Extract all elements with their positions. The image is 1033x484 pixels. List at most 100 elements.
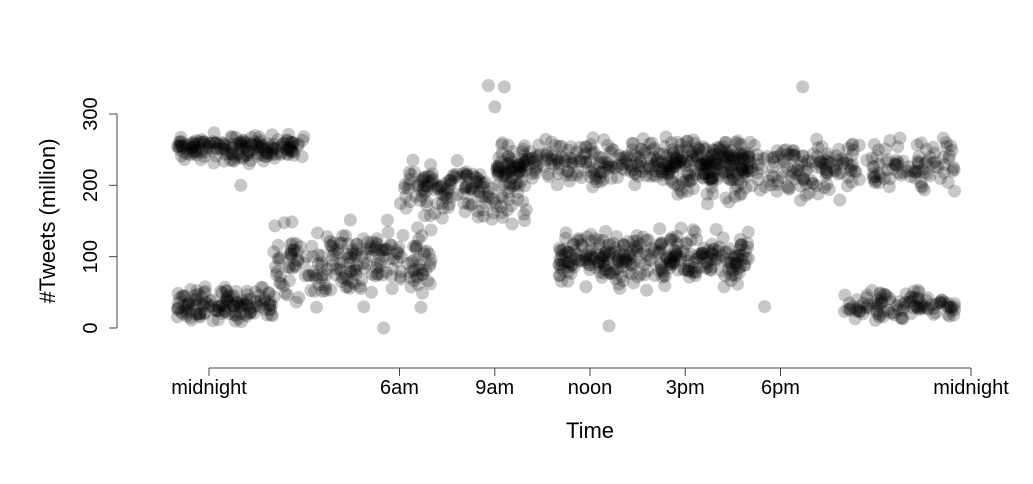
data-point xyxy=(610,170,624,184)
data-point xyxy=(919,294,933,307)
data-point xyxy=(653,222,667,236)
data-point xyxy=(910,164,924,178)
data-point xyxy=(583,170,597,184)
data-point xyxy=(434,180,448,194)
data-point xyxy=(552,258,566,272)
data-point xyxy=(588,172,602,186)
data-point xyxy=(849,304,863,318)
data-point xyxy=(501,150,515,164)
data-point xyxy=(521,153,535,167)
data-point xyxy=(616,151,630,164)
data-point xyxy=(394,270,408,284)
data-point xyxy=(199,296,212,309)
data-point xyxy=(699,256,713,270)
data-point xyxy=(664,232,678,246)
data-point xyxy=(335,275,348,288)
data-point xyxy=(542,152,556,165)
data-point xyxy=(705,173,719,187)
data-point xyxy=(731,250,745,264)
data-point xyxy=(649,159,663,173)
data-point xyxy=(911,301,925,315)
data-point xyxy=(231,141,245,155)
data-point xyxy=(332,246,345,260)
data-point xyxy=(933,295,947,309)
data-point xyxy=(788,149,802,163)
data-point xyxy=(733,248,747,262)
data-point xyxy=(589,169,603,183)
data-point xyxy=(705,175,719,189)
data-point xyxy=(175,289,189,303)
data-point xyxy=(735,237,749,251)
data-point xyxy=(402,177,416,191)
data-point xyxy=(671,179,685,193)
data-point xyxy=(888,158,902,172)
data-point xyxy=(728,190,742,204)
data-point xyxy=(791,163,804,177)
data-point xyxy=(550,178,564,192)
data-point xyxy=(877,287,891,301)
data-point xyxy=(754,162,768,176)
data-point xyxy=(673,160,687,174)
data-point xyxy=(407,274,421,288)
data-point xyxy=(767,155,781,169)
data-point xyxy=(189,307,203,321)
data-point xyxy=(197,306,211,320)
data-point xyxy=(836,154,850,168)
data-point xyxy=(616,255,630,269)
data-point xyxy=(491,178,505,192)
data-point xyxy=(373,243,387,257)
data-point xyxy=(416,172,430,186)
data-point xyxy=(630,241,644,255)
data-point xyxy=(403,195,417,209)
data-point xyxy=(834,166,848,180)
data-point xyxy=(189,146,203,159)
data-point xyxy=(348,262,362,276)
data-point xyxy=(499,169,513,183)
data-point xyxy=(212,300,226,314)
data-point xyxy=(258,150,272,164)
data-point xyxy=(903,290,917,304)
data-point xyxy=(442,174,456,188)
data-point xyxy=(512,158,526,172)
data-point xyxy=(579,248,593,262)
data-point xyxy=(579,250,593,264)
data-point xyxy=(806,177,820,191)
data-point xyxy=(702,243,716,257)
data-point xyxy=(490,160,504,174)
data-point xyxy=(242,145,256,159)
data-point xyxy=(555,248,569,262)
data-point xyxy=(739,251,753,265)
data-point xyxy=(916,180,929,194)
data-point xyxy=(250,146,264,160)
data-point xyxy=(171,301,185,315)
data-point xyxy=(709,161,723,175)
data-point xyxy=(561,255,575,269)
data-point xyxy=(240,148,254,162)
data-point xyxy=(712,244,725,258)
data-point xyxy=(193,296,207,310)
data-point xyxy=(561,246,575,260)
data-point xyxy=(557,243,571,257)
data-point xyxy=(666,257,680,271)
data-point xyxy=(861,298,875,312)
data-point xyxy=(410,179,424,193)
data-point xyxy=(593,165,607,179)
data-point xyxy=(592,233,606,247)
data-point xyxy=(709,223,723,236)
data-point xyxy=(731,277,745,291)
data-point xyxy=(571,234,585,248)
data-point xyxy=(871,299,885,313)
data-point xyxy=(217,302,231,316)
data-point xyxy=(757,152,771,165)
data-point xyxy=(549,138,562,152)
data-point xyxy=(731,179,745,193)
data-point xyxy=(671,237,685,251)
data-point xyxy=(617,239,631,253)
data-point xyxy=(409,189,423,203)
data-point xyxy=(271,133,285,146)
data-point xyxy=(435,187,449,201)
data-point xyxy=(681,263,695,276)
data-point xyxy=(375,244,389,258)
data-point xyxy=(477,180,491,194)
data-point xyxy=(640,283,654,297)
